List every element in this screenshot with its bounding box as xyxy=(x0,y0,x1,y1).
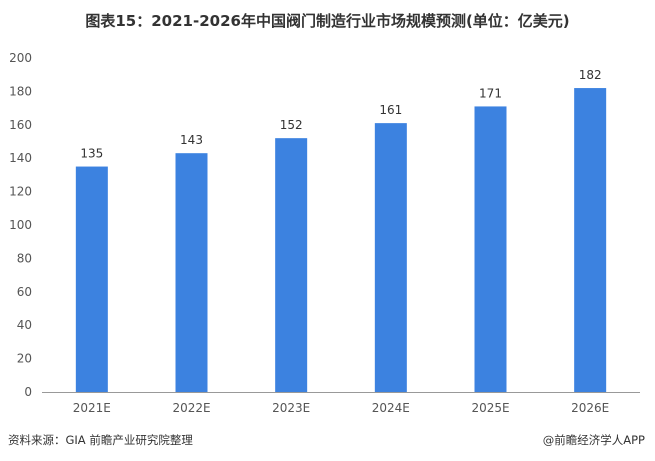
bar xyxy=(474,106,507,393)
x-tick-label: 2026E xyxy=(571,401,609,415)
y-tick-label: 120 xyxy=(9,185,32,199)
data-label: 152 xyxy=(280,118,303,132)
data-labels: 135 143 152 161 171 182 xyxy=(80,68,601,160)
data-label: 161 xyxy=(379,103,402,117)
bar xyxy=(374,123,407,392)
chart-title: 图表15：2021-2026年中国阀门制造行业市场规模预测(单位：亿美元) xyxy=(85,12,570,30)
footer: 资料来源：GIA 前瞻产业研究院整理 @前瞻经济学人APP xyxy=(0,430,655,452)
bar xyxy=(175,153,208,392)
y-tick-label: 160 xyxy=(9,118,32,132)
y-axis-ticks: 0 20 40 60 80 100 120 140 160 180 200 xyxy=(9,51,32,399)
bar xyxy=(75,166,108,392)
y-tick-label: 80 xyxy=(17,251,32,265)
x-axis-ticks: 2021E 2022E 2023E 2024E 2025E 2026E xyxy=(73,401,609,415)
y-tick-label: 100 xyxy=(9,218,32,232)
source-note: 资料来源：GIA 前瞻产业研究院整理 xyxy=(8,433,193,447)
data-label: 135 xyxy=(80,147,103,161)
y-tick-label: 60 xyxy=(17,285,32,299)
data-label: 143 xyxy=(180,133,203,147)
y-tick-label: 20 xyxy=(17,352,32,366)
data-label: 182 xyxy=(579,68,602,82)
y-tick-label: 180 xyxy=(9,84,32,98)
x-tick-label: 2025E xyxy=(471,401,509,415)
brand-label: @前瞻经济学人APP xyxy=(542,433,645,447)
bar xyxy=(574,88,607,392)
y-tick-label: 40 xyxy=(17,318,32,332)
data-label: 171 xyxy=(479,86,502,100)
bar xyxy=(275,138,308,392)
x-tick-label: 2024E xyxy=(372,401,410,415)
y-tick-label: 140 xyxy=(9,151,32,165)
x-tick-label: 2023E xyxy=(272,401,310,415)
y-tick-label: 200 xyxy=(9,51,32,65)
x-tick-label: 2022E xyxy=(172,401,210,415)
x-tick-label: 2021E xyxy=(73,401,111,415)
y-tick-label: 0 xyxy=(24,385,32,399)
bars xyxy=(75,88,607,393)
